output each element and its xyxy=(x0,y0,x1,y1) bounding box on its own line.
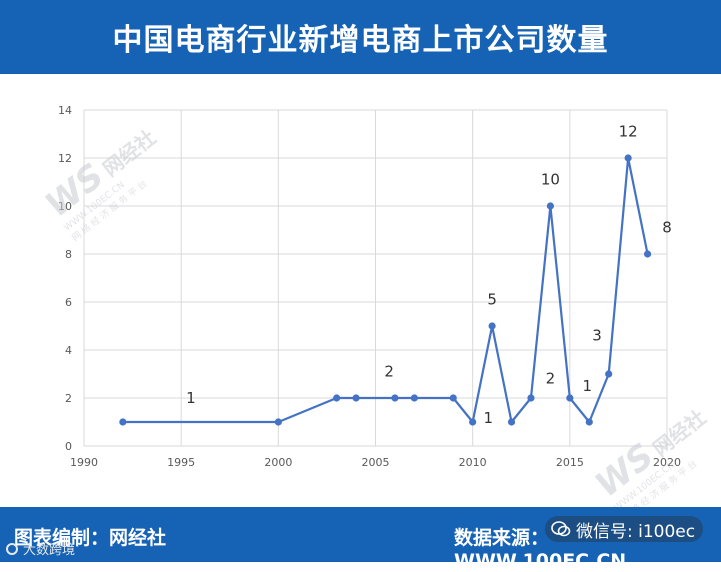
data-point xyxy=(605,370,613,378)
wechat-id: 微信号: i100ec xyxy=(576,521,696,542)
data-point xyxy=(527,394,535,402)
data-label: 1 xyxy=(583,377,593,395)
y-tick-label: 8 xyxy=(65,248,72,261)
data-point xyxy=(119,418,127,426)
data-point xyxy=(449,394,457,402)
data-point xyxy=(585,418,593,426)
y-tick-label: 6 xyxy=(65,296,72,309)
data-point xyxy=(274,418,282,426)
y-tick-label: 14 xyxy=(58,104,72,117)
x-tick-label: 1990 xyxy=(70,456,98,469)
corner-overlay: 大数跨境 xyxy=(6,539,75,558)
data-label: 1 xyxy=(186,389,196,407)
brand-icon xyxy=(6,542,18,555)
x-tick-label: 2020 xyxy=(653,456,681,469)
data-point xyxy=(566,394,574,402)
data-point xyxy=(643,250,652,258)
data-label: 12 xyxy=(619,122,638,140)
data-point xyxy=(352,394,360,402)
data-label: 5 xyxy=(487,290,497,308)
y-tick-label: 2 xyxy=(65,392,72,405)
y-tick-label: 10 xyxy=(58,200,72,213)
title-bar: 中国电商行业新增电商上市公司数量 xyxy=(0,0,721,74)
x-tick-label: 2010 xyxy=(459,456,487,469)
data-label: 8 xyxy=(662,218,672,236)
data-point xyxy=(624,154,632,162)
data-label: 2 xyxy=(384,362,394,380)
y-tick-label: 4 xyxy=(65,344,72,357)
data-point xyxy=(507,418,516,426)
y-tick-label: 0 xyxy=(65,440,72,453)
x-tick-label: 2000 xyxy=(264,456,292,469)
data-label: 2 xyxy=(546,370,556,388)
x-tick-label: 2015 xyxy=(556,456,584,469)
footer-credit: 图表编制：网经社 xyxy=(14,527,167,549)
data-label: 3 xyxy=(592,326,602,344)
x-tick-label: 2005 xyxy=(362,456,390,469)
y-tick-label: 12 xyxy=(58,152,72,165)
wechat-icon xyxy=(551,521,571,537)
chart-area: 0 2 4 6 8 10 12 14 1990 1995 2000 2005 2010 2015 2020 1… xyxy=(0,74,721,524)
data-point xyxy=(410,394,418,402)
data-point xyxy=(488,322,496,330)
data-point xyxy=(391,394,399,402)
x-tick-label: 1995 xyxy=(167,456,195,469)
chart-title: 中国电商行业新增电商上市公司数量 xyxy=(112,23,609,58)
wechat-overlay: 微信号: i100ec xyxy=(545,516,704,542)
data-point xyxy=(546,202,555,210)
data-label: 10 xyxy=(541,170,560,188)
data-label: 1 xyxy=(483,409,493,427)
corner-label: 大数跨境 xyxy=(23,543,76,558)
series-line xyxy=(122,156,649,424)
data-point xyxy=(469,418,477,426)
data-point xyxy=(333,394,341,402)
